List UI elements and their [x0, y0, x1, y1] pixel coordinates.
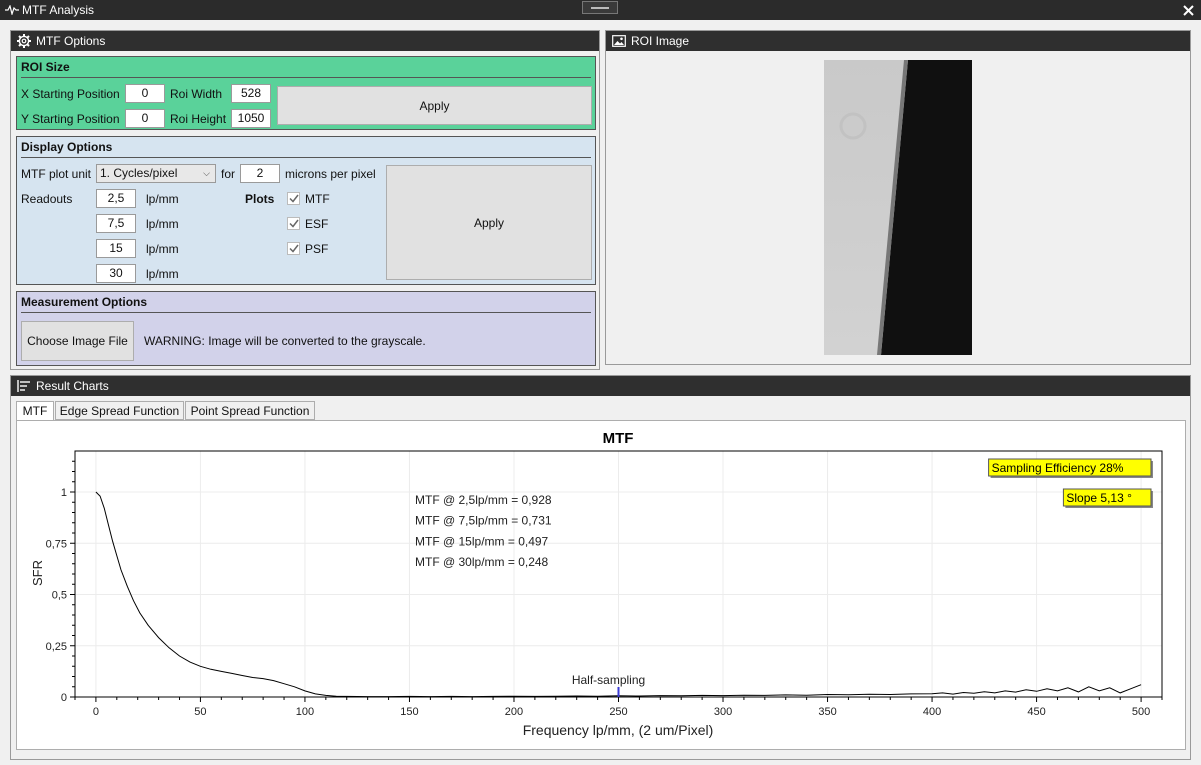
divider [21, 312, 591, 313]
roi-size-group: ROI Size X Starting Position 0 Roi Width… [16, 56, 596, 130]
display-apply-button[interactable]: Apply [386, 165, 592, 280]
x-tick-label: 200 [505, 706, 523, 718]
x-tick-label: 450 [1027, 706, 1045, 718]
mtf-options-panel: MTF Options ROI Size X Starting Position… [10, 30, 600, 370]
measurement-options-title: Measurement Options [21, 295, 148, 309]
roi-size-title: ROI Size [21, 60, 70, 74]
choose-image-button[interactable]: Choose Image File [21, 321, 134, 361]
y-tick-label: 0,75 [46, 538, 67, 550]
tab-mtf[interactable]: MTF [16, 401, 54, 421]
esf-checkbox-label: ESF [305, 217, 329, 231]
drag-handle[interactable] [582, 1, 618, 14]
y-start-label: Y Starting Position [21, 112, 120, 126]
half-sampling-label: Half-sampling [572, 673, 645, 687]
plot-unit-value: 1. Cycles/pixel [100, 166, 178, 180]
chart-frame: MTF SFR Frequency lp/mm, (2 um/Pixel) 0 5… [16, 420, 1186, 750]
mtf-checkbox[interactable] [287, 192, 300, 205]
roi-image-title: ROI Image [631, 34, 690, 48]
checkmark-icon [288, 244, 299, 253]
roi-image-header: ROI Image [606, 31, 1190, 51]
mtf-options-header: MTF Options [11, 31, 599, 51]
grayscale-warning: WARNING: Image will be converted to the … [144, 334, 426, 348]
tab-edge-spread-function[interactable]: Edge Spread Function [55, 401, 184, 420]
mtf-chart: MTF SFR Frequency lp/mm, (2 um/Pixel) 0 5… [30, 430, 1163, 738]
roi-width-input[interactable]: 528 [231, 84, 271, 103]
roi-height-input[interactable]: 1050 [231, 109, 271, 128]
checkmark-icon [288, 194, 299, 203]
display-options-group: Display Options MTF plot unit 1. Cycles/… [16, 136, 596, 285]
window-title: MTF Analysis [22, 3, 95, 17]
mtf-options-title: MTF Options [36, 34, 106, 48]
plot-unit-select[interactable]: 1. Cycles/pixel ⌵ [96, 164, 216, 183]
mtf-checkbox-label: MTF [305, 192, 330, 206]
sampling-efficiency-badge-box [988, 458, 1152, 477]
chevron-down-icon: ⌵ [203, 168, 210, 178]
waveform-icon [2, 0, 22, 20]
gear-icon [17, 34, 31, 48]
psf-checkbox-label: PSF [305, 242, 329, 256]
plots-label: Plots [245, 192, 275, 206]
slope-badge: Slope 5,13 ° [1066, 491, 1132, 505]
psf-checkbox[interactable] [287, 242, 300, 255]
y-tick-label: 0,5 [52, 590, 67, 602]
x-start-label: X Starting Position [21, 87, 120, 101]
microns-label: microns per pixel [285, 167, 376, 181]
readout-input-3[interactable]: 15 [96, 239, 136, 258]
mtf-readout-text: MTF @ 30lp/mm = 0,248 [415, 555, 549, 569]
title-bar: MTF Analysis [0, 0, 1201, 20]
mtf-series-line [95, 491, 1142, 698]
divider [21, 77, 591, 78]
readout-unit-4: lp/mm [146, 267, 179, 281]
readout-input-2[interactable]: 7,5 [96, 214, 136, 233]
x-axis-label: Frequency lp/mm, (2 um/Pixel) [523, 722, 714, 738]
x-tick-label: 500 [1132, 706, 1150, 718]
x-tick-label: 350 [818, 706, 836, 718]
roi-edge-image [824, 60, 972, 355]
tab-point-spread-function[interactable]: Point Spread Function [185, 401, 315, 420]
readout-unit-3: lp/mm [146, 242, 179, 256]
readout-unit-2: lp/mm [146, 217, 179, 231]
y-tick-label: 1 [61, 487, 67, 499]
plot-unit-label: MTF plot unit [21, 167, 92, 181]
readout-input-1[interactable]: 2,5 [96, 189, 136, 208]
roi-apply-button[interactable]: Apply [277, 86, 592, 125]
x-tick-label: 150 [400, 706, 418, 718]
x-tick-label: 100 [296, 706, 314, 718]
result-charts-title: Result Charts [36, 379, 109, 393]
divider [21, 157, 591, 158]
chart-title: MTF [603, 430, 634, 447]
x-tick-label: 50 [194, 706, 206, 718]
roi-image-viewport [606, 51, 1190, 364]
image-icon [612, 35, 626, 47]
readouts-label: Readouts [21, 192, 73, 206]
mtf-readout-text: MTF @ 7,5lp/mm = 0,731 [415, 514, 552, 528]
readout-input-4[interactable]: 30 [96, 264, 136, 283]
slope-badge-box [1062, 488, 1152, 507]
esf-checkbox[interactable] [287, 217, 300, 230]
list-icon [17, 380, 30, 392]
measurement-options-group: Measurement Options Choose Image File WA… [16, 291, 596, 366]
roi-width-label: Roi Width [170, 87, 223, 101]
y-tick-label: 0 [61, 692, 67, 704]
close-icon[interactable] [1179, 0, 1197, 20]
roi-image-panel: ROI Image [605, 30, 1191, 365]
x-tick-label: 250 [609, 706, 627, 718]
readout-unit-1: lp/mm [146, 192, 179, 206]
display-options-title: Display Options [21, 140, 113, 154]
x-tick-label: 0 [93, 706, 99, 718]
microns-input[interactable]: 2 [240, 164, 280, 183]
mtf-readout-text: MTF @ 15lp/mm = 0,497 [415, 534, 549, 548]
y-start-input[interactable]: 0 [125, 109, 165, 128]
checkmark-icon [288, 219, 299, 228]
y-axis-label: SFR [30, 560, 45, 586]
y-tick-label: 0,25 [46, 641, 67, 653]
x-start-input[interactable]: 0 [125, 84, 165, 103]
x-tick-label: 300 [714, 706, 732, 718]
for-label: for [221, 167, 236, 181]
sampling-efficiency-badge: Sampling Efficiency 28% [992, 461, 1124, 475]
roi-height-label: Roi Height [170, 112, 227, 126]
x-tick-label: 400 [923, 706, 941, 718]
result-charts-header: Result Charts [11, 376, 1190, 396]
mtf-readout-text: MTF @ 2,5lp/mm = 0,928 [415, 493, 552, 507]
